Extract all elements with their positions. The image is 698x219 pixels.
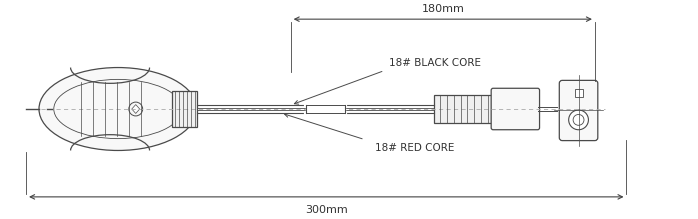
Ellipse shape xyxy=(54,79,182,139)
Text: 18# RED CORE: 18# RED CORE xyxy=(375,143,454,152)
FancyBboxPatch shape xyxy=(559,80,597,141)
Polygon shape xyxy=(132,104,140,113)
Ellipse shape xyxy=(39,67,197,150)
FancyBboxPatch shape xyxy=(491,88,540,130)
Circle shape xyxy=(569,110,588,130)
Circle shape xyxy=(573,115,584,125)
Text: 180mm: 180mm xyxy=(422,4,464,14)
Bar xyxy=(39,106,47,111)
Text: 300mm: 300mm xyxy=(305,205,348,215)
Bar xyxy=(172,91,197,127)
Circle shape xyxy=(129,102,142,116)
Text: 18# BLACK CORE: 18# BLACK CORE xyxy=(389,58,482,68)
Bar xyxy=(434,95,493,123)
Bar xyxy=(574,89,583,97)
